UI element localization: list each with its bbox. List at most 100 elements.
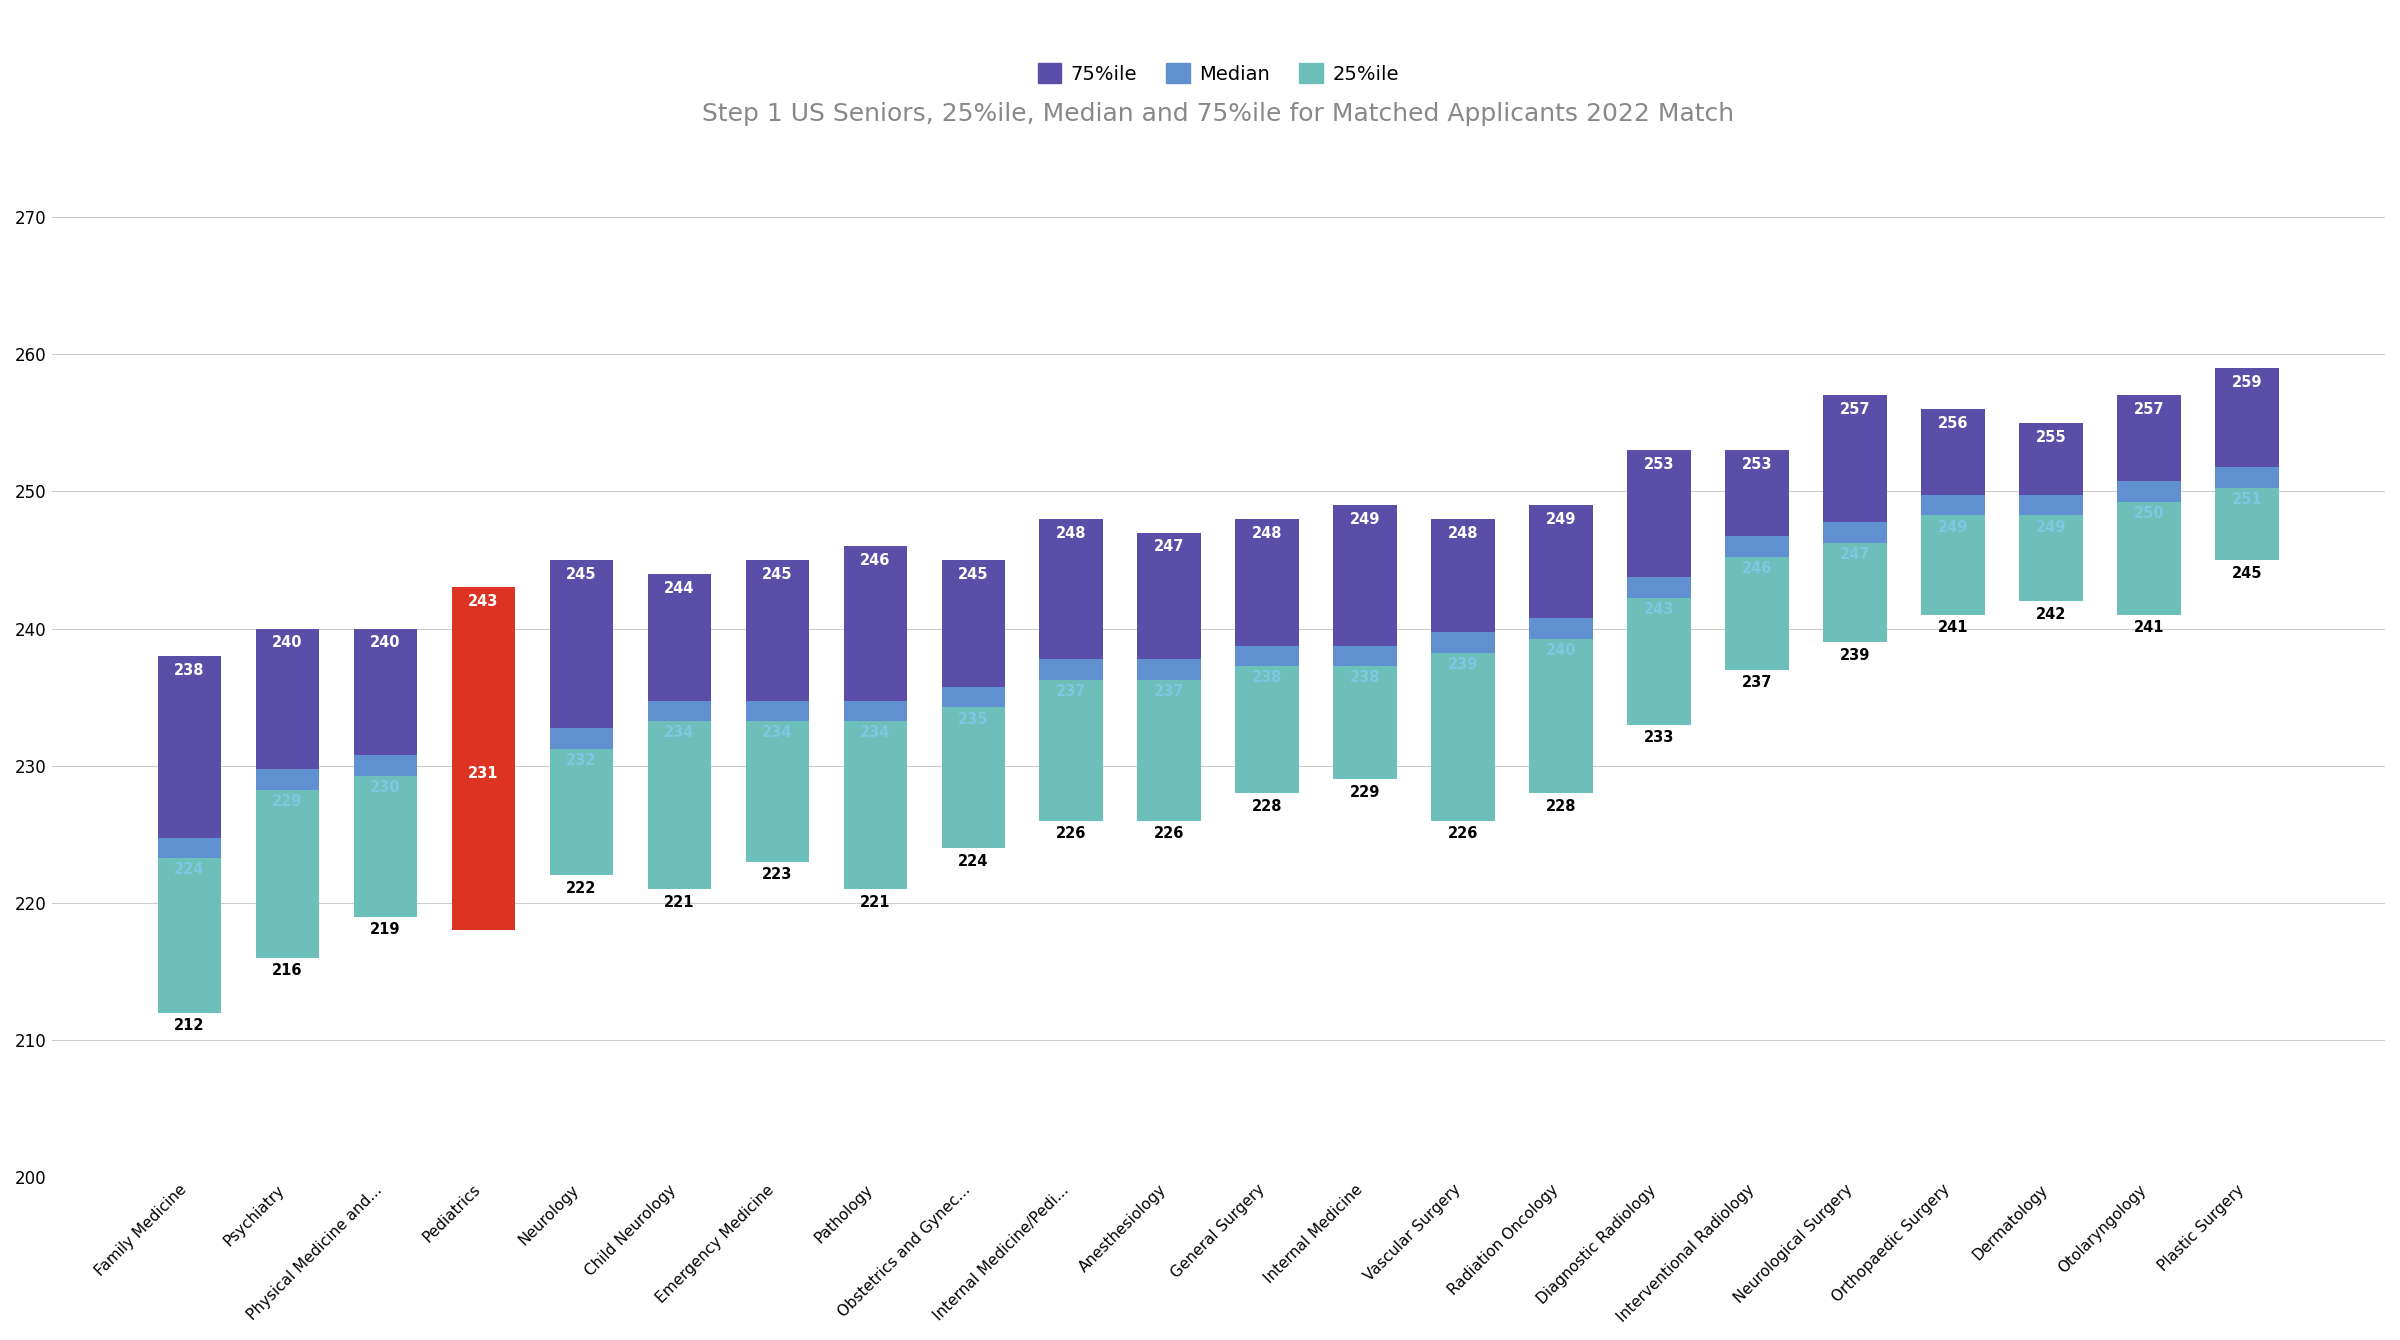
- Bar: [1236, 519, 1298, 657]
- Text: 245: 245: [2232, 565, 2263, 580]
- Text: 237: 237: [1154, 685, 1186, 699]
- Text: 248: 248: [1447, 525, 1478, 541]
- Text: 251: 251: [2232, 492, 2263, 507]
- Bar: [941, 687, 1006, 708]
- Text: 245: 245: [958, 567, 989, 582]
- Bar: [2117, 492, 2182, 615]
- Text: 246: 246: [1742, 560, 1771, 576]
- Bar: [2215, 478, 2280, 560]
- Text: 244: 244: [665, 580, 694, 595]
- Text: 221: 221: [665, 895, 694, 910]
- Bar: [746, 701, 809, 721]
- Bar: [1529, 618, 1594, 639]
- Bar: [1039, 670, 1104, 820]
- Bar: [648, 701, 710, 721]
- Bar: [842, 712, 907, 890]
- Text: 226: 226: [1447, 825, 1478, 842]
- Bar: [353, 765, 418, 917]
- Bar: [2215, 369, 2280, 478]
- Text: 239: 239: [1841, 647, 1870, 663]
- Text: 231: 231: [468, 766, 499, 781]
- Bar: [1138, 670, 1200, 820]
- Text: 218: 218: [468, 935, 499, 951]
- Bar: [1430, 632, 1495, 653]
- Text: 259: 259: [2232, 375, 2263, 390]
- Text: 228: 228: [1253, 799, 1282, 813]
- Text: 253: 253: [1644, 457, 1675, 472]
- Bar: [1726, 547, 1788, 670]
- Text: 240: 240: [370, 635, 401, 650]
- Bar: [648, 574, 710, 712]
- Bar: [550, 738, 614, 875]
- Text: 257: 257: [1841, 402, 1870, 417]
- Text: 240: 240: [1546, 643, 1577, 658]
- Text: 237: 237: [1056, 685, 1087, 699]
- Bar: [158, 848, 221, 1013]
- Bar: [257, 628, 319, 780]
- Bar: [1627, 587, 1692, 725]
- Text: 248: 248: [1253, 525, 1282, 541]
- Text: 243: 243: [1644, 602, 1675, 616]
- Bar: [746, 712, 809, 862]
- Bar: [451, 587, 516, 752]
- Bar: [1334, 657, 1397, 780]
- Bar: [1138, 532, 1200, 670]
- Bar: [2215, 468, 2280, 488]
- Bar: [1529, 628, 1594, 793]
- Text: 237: 237: [1742, 675, 1771, 690]
- Bar: [1824, 395, 1886, 532]
- Title: Step 1 US Seniors, 25%ile, Median and 75%ile for Matched Applicants 2022 Match: Step 1 US Seniors, 25%ile, Median and 75…: [703, 102, 1735, 126]
- Bar: [1138, 659, 1200, 679]
- Text: 224: 224: [175, 863, 204, 878]
- Text: 219: 219: [370, 922, 401, 937]
- Text: 222: 222: [566, 880, 598, 896]
- Bar: [1922, 409, 1985, 505]
- Bar: [1627, 578, 1692, 598]
- Text: 243: 243: [468, 595, 499, 610]
- Bar: [1824, 532, 1886, 642]
- Text: 234: 234: [859, 725, 890, 740]
- Text: 257: 257: [2134, 402, 2165, 417]
- Bar: [1039, 519, 1104, 670]
- Text: 241: 241: [2134, 620, 2165, 635]
- Bar: [1726, 450, 1788, 547]
- Bar: [842, 701, 907, 721]
- Text: 234: 234: [763, 725, 792, 740]
- Text: 242: 242: [2035, 607, 2066, 622]
- Bar: [1430, 519, 1495, 642]
- Bar: [1039, 659, 1104, 679]
- Bar: [1334, 505, 1397, 657]
- Bar: [550, 728, 614, 749]
- Text: 226: 226: [1056, 825, 1087, 842]
- Bar: [1236, 657, 1298, 793]
- Bar: [648, 712, 710, 890]
- Text: 255: 255: [2035, 430, 2066, 445]
- Bar: [1627, 450, 1692, 587]
- Bar: [2018, 494, 2083, 516]
- Text: 226: 226: [1154, 825, 1186, 842]
- Text: 249: 249: [1937, 520, 1968, 535]
- Bar: [257, 769, 319, 789]
- Text: 232: 232: [566, 753, 598, 768]
- Bar: [257, 780, 319, 958]
- Bar: [941, 697, 1006, 848]
- Bar: [353, 756, 418, 776]
- Text: 238: 238: [1253, 670, 1282, 686]
- Bar: [1824, 523, 1886, 543]
- Text: 224: 224: [958, 854, 989, 868]
- Text: 245: 245: [763, 567, 792, 582]
- Text: 229: 229: [1351, 785, 1380, 800]
- Text: 238: 238: [175, 663, 204, 678]
- Text: 238: 238: [1351, 670, 1380, 686]
- Bar: [1726, 536, 1788, 556]
- Bar: [746, 560, 809, 712]
- Text: 249: 249: [1351, 512, 1380, 527]
- Text: 245: 245: [566, 567, 598, 582]
- Text: 250: 250: [2134, 507, 2165, 521]
- Text: 247: 247: [1841, 547, 1870, 561]
- Text: 223: 223: [763, 867, 792, 882]
- Text: 249: 249: [1546, 512, 1577, 527]
- Text: 235: 235: [958, 712, 989, 726]
- Text: 233: 233: [1644, 730, 1675, 745]
- Text: 228: 228: [1546, 799, 1577, 813]
